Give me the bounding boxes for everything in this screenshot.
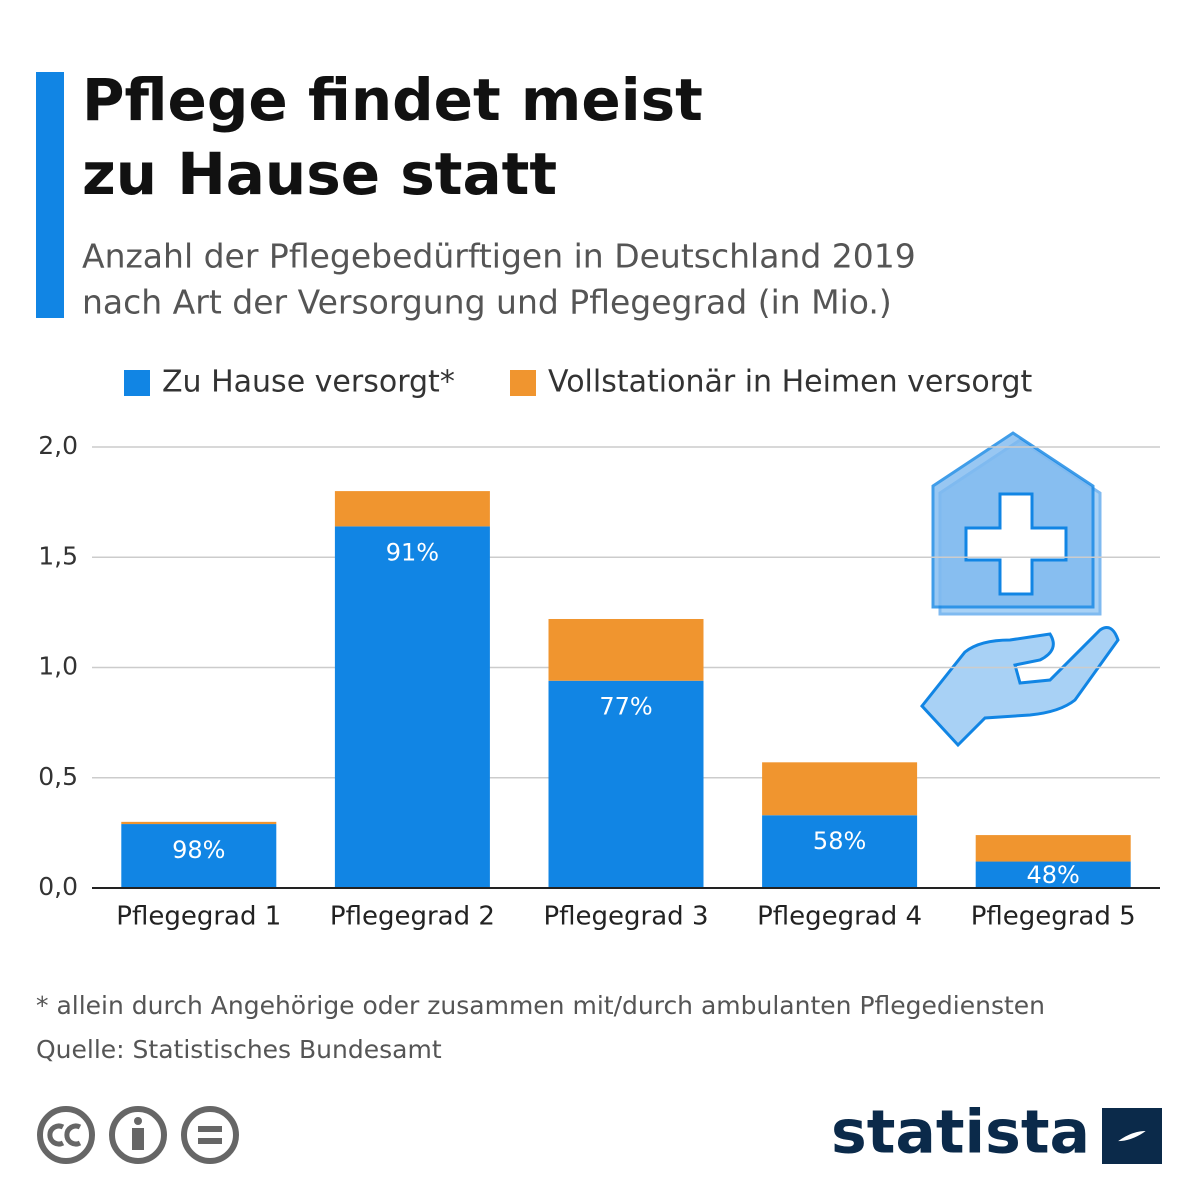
bar-segment [334,526,490,888]
x-tick-label: Pflegegrad 4 [757,902,922,932]
share-label: 77% [599,693,652,721]
y-tick-label: 1,5 [38,541,78,570]
bar-segment [762,815,918,888]
bar-segment [548,618,704,681]
bar-segment [334,491,490,527]
bar-segment [121,824,277,888]
chart-subtitle: Anzahl der Pflegebedürftigen in Deutschl… [82,237,916,276]
chart-subtitle: nach Art der Versorgung und Pflegegrad (… [82,283,892,322]
share-label: 58% [813,827,866,855]
share-label: 91% [386,538,439,566]
footnote: * allein durch Angehörige oder zusammen … [36,991,1045,1020]
chart-title: Pflege findet meist [82,66,703,134]
chart-title: zu Hause statt [82,140,557,208]
bar-segment [121,821,277,825]
accent-bar [36,72,64,318]
share-label: 48% [1027,861,1080,889]
share-label: 98% [172,836,225,864]
y-tick-label: 0,0 [38,872,78,901]
brand-logo: statista [831,1098,1090,1168]
care-icon [920,431,1120,748]
bar-segment [548,680,704,888]
brand-mark [1102,1108,1162,1164]
license-icons [37,1106,239,1164]
x-tick-label: Pflegegrad 3 [544,902,709,932]
y-tick-label: 2,0 [38,431,78,460]
bar-segment [975,835,1131,862]
x-tick-label: Pflegegrad 1 [116,902,281,932]
x-tick-label: Pflegegrad 2 [330,902,495,932]
legend-label: Vollstationär in Heimen versorgt [548,365,1033,400]
source: Quelle: Statistisches Bundesamt [36,1035,442,1064]
legend-swatch [124,370,150,396]
bar-segment [975,861,1131,888]
bar-segment [762,762,918,816]
y-tick-label: 0,5 [38,762,78,791]
legend-label: Zu Hause versorgt* [162,365,455,400]
x-tick-label: Pflegegrad 5 [971,902,1136,932]
legend-swatch [510,370,536,396]
y-tick-label: 1,0 [38,652,78,681]
